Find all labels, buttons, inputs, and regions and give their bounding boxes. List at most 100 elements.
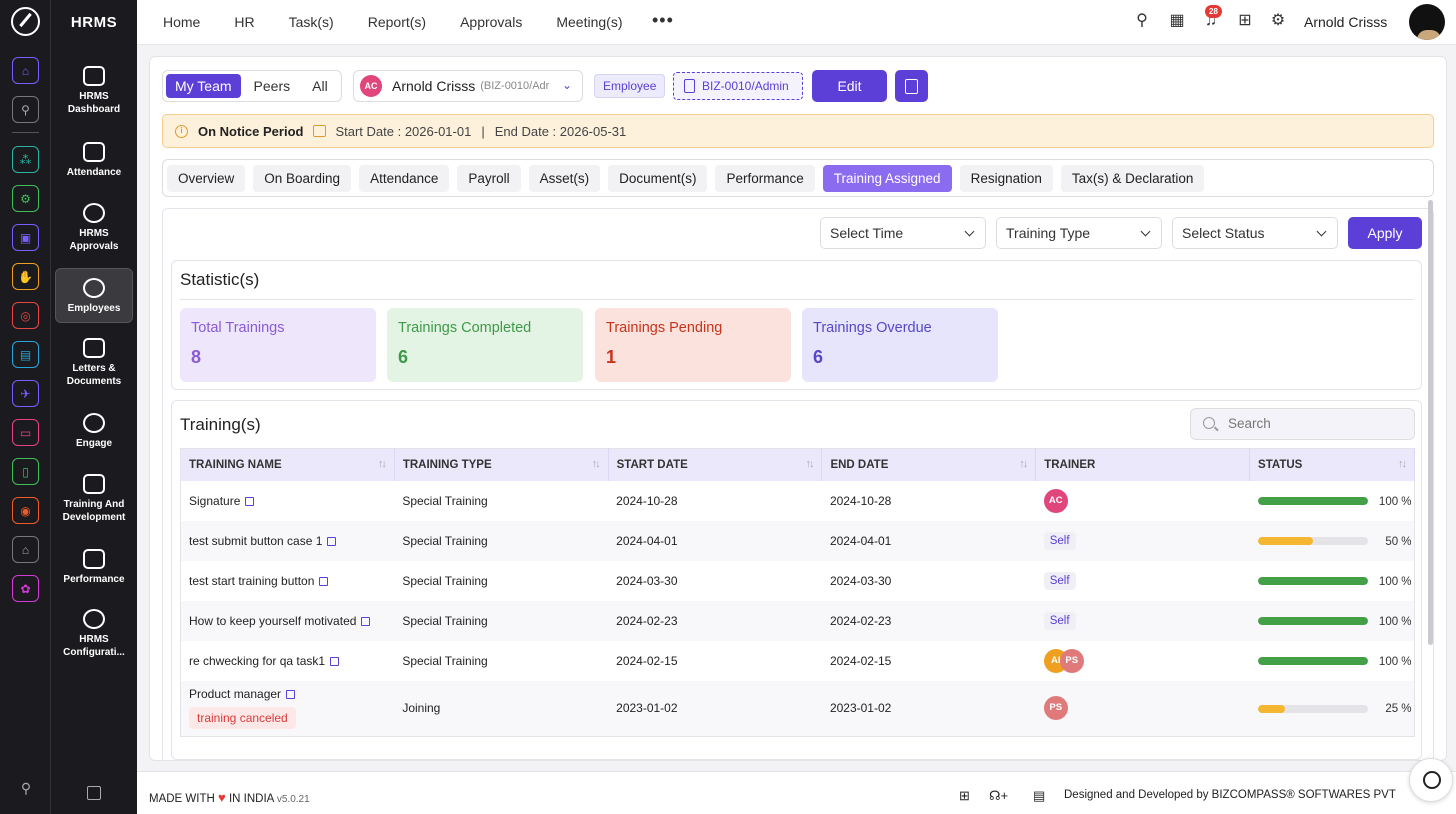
nav-item-engage[interactable]: Engage bbox=[55, 413, 133, 451]
nav-item-letters[interactable]: Letters & Documents bbox=[55, 338, 133, 390]
table-row[interactable]: re chwecking for qa task1 Special Traini… bbox=[181, 641, 1415, 681]
tab-resignation[interactable]: Resignation bbox=[959, 164, 1053, 192]
coin-icon[interactable]: ◉ bbox=[12, 497, 39, 524]
settings-icon[interactable]: ✿ bbox=[12, 575, 39, 602]
menu-tasks[interactable]: Task(s) bbox=[288, 14, 334, 30]
external-link-icon[interactable] bbox=[245, 496, 255, 506]
windows-icon[interactable]: ⊞ bbox=[959, 788, 970, 803]
column-header[interactable]: STATUS ↑↓ bbox=[1249, 448, 1415, 481]
tab-payroll[interactable]: Payroll bbox=[457, 164, 521, 192]
archive-icon[interactable]: ▤ bbox=[12, 341, 39, 368]
nav-item-performance[interactable]: Performance bbox=[55, 549, 133, 587]
menu-meetings[interactable]: Meeting(s) bbox=[556, 14, 623, 30]
nav-item-approvals[interactable]: HRMS Approvals bbox=[55, 203, 133, 255]
pin-icon[interactable]: ⚲ bbox=[12, 96, 39, 123]
sort-icon[interactable]: ↑↓ bbox=[805, 458, 814, 470]
column-header[interactable]: TRAINING TYPE ↑↓ bbox=[394, 448, 609, 481]
timer-icon[interactable] bbox=[1409, 758, 1453, 802]
apps-grid-icon[interactable]: ⊞ bbox=[1238, 12, 1252, 29]
nav-item-attendance[interactable]: Attendance bbox=[55, 142, 133, 180]
table-row[interactable]: How to keep yourself motivated Special T… bbox=[180, 600, 1415, 641]
edit-button[interactable]: Edit bbox=[812, 70, 887, 102]
more-menu-icon[interactable]: ••• bbox=[652, 10, 674, 30]
training-name[interactable]: test submit button case 1 bbox=[189, 533, 323, 548]
employee-id-tag[interactable]: BIZ-0010/Admin bbox=[673, 72, 803, 100]
credit-text: Designed and Developed by BIZCOMPASS® SO… bbox=[1064, 789, 1396, 801]
external-link-icon[interactable] bbox=[319, 576, 329, 586]
tab-tax-declaration[interactable]: Tax(s) & Declaration bbox=[1060, 164, 1205, 192]
menu-home[interactable]: Home bbox=[163, 14, 201, 30]
training-name[interactable]: How to keep yourself motivated bbox=[189, 613, 357, 628]
receipt-icon[interactable]: ▤ bbox=[1033, 788, 1046, 803]
monitor-icon[interactable]: ▭ bbox=[12, 419, 39, 446]
scope-peers[interactable]: Peers bbox=[253, 78, 291, 94]
hand-icon[interactable]: ✋ bbox=[12, 263, 39, 290]
scope-my-team[interactable]: My Team bbox=[166, 74, 241, 98]
external-link-icon[interactable] bbox=[330, 656, 340, 666]
external-link-icon[interactable] bbox=[327, 536, 337, 546]
target-icon[interactable]: ◎ bbox=[12, 302, 39, 329]
home-icon[interactable]: ⌂ bbox=[12, 57, 39, 84]
settings-icon[interactable]: ⚙ bbox=[1270, 12, 1286, 29]
start-date: 2024-03-30 bbox=[616, 573, 678, 588]
notice-title: On Notice Period bbox=[198, 123, 304, 139]
support-icon[interactable]: ☊+ bbox=[989, 788, 1009, 803]
tab-training-assigned[interactable]: Training Assigned bbox=[822, 164, 952, 192]
sort-icon[interactable]: ↑↓ bbox=[591, 458, 601, 470]
select-status-dropdown[interactable]: Select Status bbox=[1172, 217, 1338, 249]
nav-item-employees[interactable]: Employees bbox=[55, 268, 133, 323]
scrollbar[interactable] bbox=[1428, 200, 1433, 645]
avatar[interactable] bbox=[1409, 4, 1445, 40]
menu-hr[interactable]: HR bbox=[234, 14, 255, 30]
tab-onboarding[interactable]: On Boarding bbox=[253, 164, 352, 192]
column-header[interactable]: TRAINING NAME ↑↓ bbox=[180, 448, 395, 481]
tab-assets[interactable]: Asset(s) bbox=[528, 164, 601, 192]
trainer-avatar[interactable]: PS bbox=[1043, 696, 1068, 721]
search-icon[interactable]: ⚲ bbox=[1136, 12, 1148, 29]
trainer-avatar[interactable]: PS bbox=[1059, 648, 1084, 673]
column-header[interactable]: START DATE ↑↓ bbox=[608, 448, 823, 481]
table-row[interactable]: Product manager training canceled Joinin… bbox=[180, 680, 1415, 737]
menu-approvals[interactable]: Approvals bbox=[460, 14, 523, 30]
table-row[interactable]: test submit button case 1 Special Traini… bbox=[180, 520, 1415, 561]
training-type-dropdown[interactable]: Training Type bbox=[996, 217, 1162, 249]
sort-icon[interactable]: ↑↓ bbox=[1398, 458, 1407, 470]
gear-icon[interactable]: ⚙ bbox=[12, 185, 39, 212]
training-name[interactable]: Signature bbox=[189, 493, 241, 508]
home-outline-icon[interactable]: ⌂ bbox=[12, 536, 39, 563]
calendar-icon[interactable]: ▦ bbox=[1169, 12, 1185, 29]
tab-overview[interactable]: Overview bbox=[167, 164, 246, 192]
compass-logo-icon[interactable] bbox=[11, 7, 40, 36]
apply-button[interactable]: Apply bbox=[1348, 217, 1422, 249]
table-row[interactable]: test start training button Special Train… bbox=[181, 561, 1415, 601]
external-link-icon[interactable] bbox=[286, 690, 296, 700]
collapse-sidebar-icon[interactable] bbox=[87, 786, 101, 800]
column-header[interactable]: END DATE ↑↓ bbox=[821, 448, 1037, 481]
network-icon[interactable]: ⁂ bbox=[12, 146, 39, 173]
training-name[interactable]: test start training button bbox=[189, 573, 315, 588]
briefcase-icon[interactable]: ▣ bbox=[12, 224, 39, 251]
nav-item-configuration[interactable]: HRMS Configurati... bbox=[55, 609, 133, 661]
user-name[interactable]: Arnold Crisss bbox=[1304, 14, 1388, 30]
search-input[interactable]: Search bbox=[1190, 408, 1415, 440]
trainer-avatar[interactable]: AC bbox=[1043, 488, 1068, 513]
nav-item-training[interactable]: Training And Development bbox=[55, 474, 133, 526]
tab-documents[interactable]: Document(s) bbox=[608, 164, 708, 192]
document-icon[interactable]: ▯ bbox=[12, 458, 39, 485]
external-link-icon[interactable] bbox=[361, 616, 371, 626]
nav-item-dashboard[interactable]: HRMS Dashboard bbox=[55, 66, 133, 118]
select-time-dropdown[interactable]: Select Time bbox=[820, 217, 986, 249]
menu-reports[interactable]: Report(s) bbox=[367, 14, 427, 30]
sort-icon[interactable]: ↑↓ bbox=[377, 458, 387, 470]
employee-select[interactable]: AC Arnold Crisss (BIZ-0010/Adr ⌄ bbox=[353, 70, 583, 102]
sort-icon[interactable]: ↑↓ bbox=[1019, 458, 1028, 470]
training-name[interactable]: re chwecking for qa task1 bbox=[189, 653, 326, 668]
training-name[interactable]: Product manager bbox=[189, 687, 282, 702]
table-row[interactable]: Signature Special Training 2024-10-28 2024… bbox=[181, 481, 1415, 521]
flight-icon[interactable]: ✈ bbox=[12, 380, 39, 407]
tab-attendance[interactable]: Attendance bbox=[359, 164, 450, 192]
scope-all[interactable]: All bbox=[312, 78, 328, 94]
clipboard-button[interactable] bbox=[895, 70, 928, 102]
tab-performance[interactable]: Performance bbox=[715, 164, 815, 192]
search-icon[interactable]: ⚲ bbox=[20, 780, 32, 796]
